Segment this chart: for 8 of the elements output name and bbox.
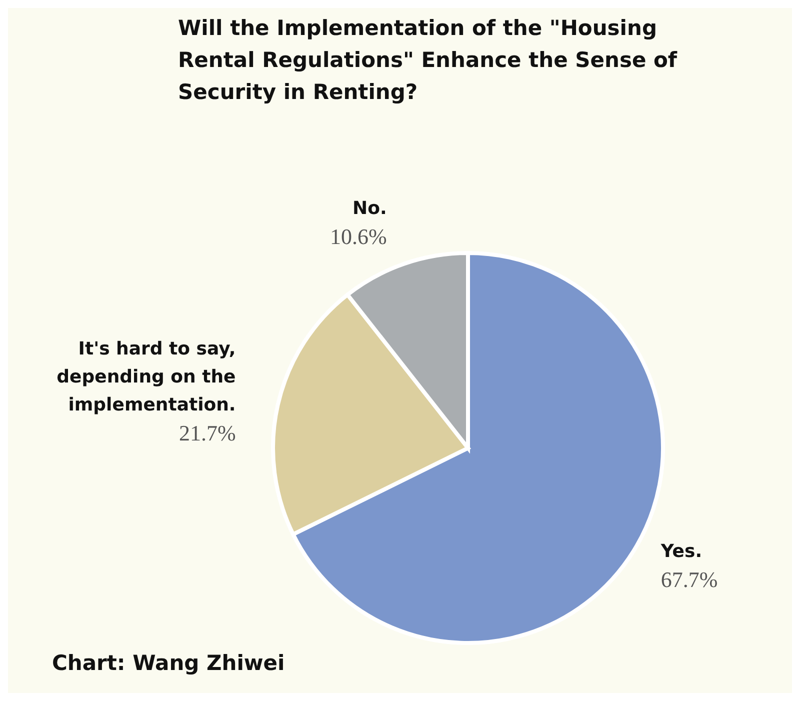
data-label: 21.7% — [178, 420, 236, 446]
text: Chart: Wang Zhiwei — [52, 650, 285, 677]
slice-label: Yes. — [660, 540, 702, 562]
data-label: 67.7% — [660, 567, 718, 592]
slice-label: It's hard to say, depending on the implementation. — [56, 338, 236, 416]
chart-title: Will the Implementation of the "Housing Rental Regulations" Enhance the Sense of Security in Renting? — [178, 15, 678, 106]
data-label: 10.6% — [330, 224, 387, 249]
slice-label: No. — [352, 198, 387, 219]
